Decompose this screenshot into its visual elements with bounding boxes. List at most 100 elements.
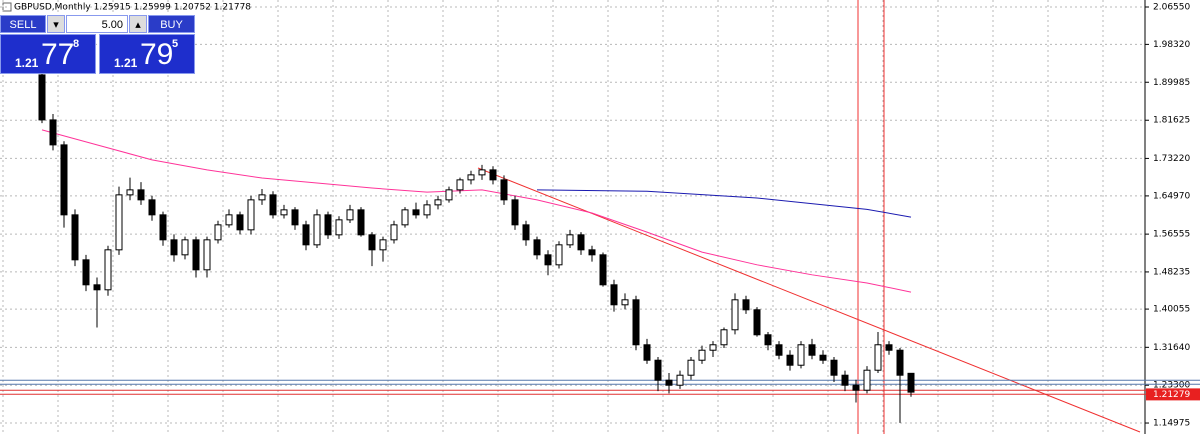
candle-body bbox=[93, 284, 101, 291]
candle-body bbox=[368, 234, 376, 251]
candle-body bbox=[379, 239, 387, 251]
candle-body bbox=[346, 209, 354, 221]
candle-body bbox=[313, 214, 321, 246]
candle-body bbox=[291, 209, 299, 226]
ask-big: 1.21 bbox=[114, 56, 138, 70]
candle-body bbox=[181, 239, 189, 256]
y-tick-label: 1.14975 bbox=[1153, 419, 1190, 429]
candle-body bbox=[852, 384, 860, 391]
candle-body bbox=[192, 239, 200, 271]
candle-body bbox=[742, 299, 750, 311]
y-tick-label: 1.98320 bbox=[1153, 40, 1190, 50]
candle-body bbox=[676, 374, 684, 386]
candle-body bbox=[423, 204, 431, 216]
buy-button[interactable]: BUY bbox=[148, 15, 195, 33]
candle-body bbox=[599, 254, 607, 286]
candle-body bbox=[357, 209, 365, 236]
candle-body bbox=[797, 344, 805, 366]
ask-price[interactable]: 1.21 79 5 bbox=[99, 34, 195, 74]
sell-button[interactable]: SELL bbox=[0, 15, 46, 33]
candle-body bbox=[225, 214, 233, 226]
candle-body bbox=[588, 249, 596, 256]
ask-pips: 79 bbox=[140, 38, 174, 71]
candle-body bbox=[522, 224, 530, 241]
candle-body bbox=[511, 199, 519, 226]
candle-body bbox=[665, 379, 673, 386]
candle-body bbox=[720, 329, 728, 346]
candle-body bbox=[247, 199, 255, 231]
moving-average bbox=[536, 189, 912, 218]
candle-body bbox=[137, 189, 145, 201]
price-label-box bbox=[1146, 388, 1200, 401]
y-tick-label: 1.81625 bbox=[1153, 116, 1190, 126]
candle-body bbox=[335, 219, 343, 236]
candle-body bbox=[632, 299, 640, 346]
candle-body bbox=[401, 209, 409, 226]
candle-body bbox=[896, 349, 904, 376]
candle-body bbox=[709, 344, 717, 351]
candle-body bbox=[841, 374, 849, 386]
candle-body bbox=[687, 359, 695, 376]
candle-body bbox=[610, 284, 618, 306]
candle-body bbox=[533, 239, 541, 256]
candle-body bbox=[214, 224, 222, 241]
candle-body bbox=[269, 194, 277, 216]
candle-body bbox=[775, 344, 783, 356]
price-label: 1.21279 bbox=[1153, 390, 1190, 400]
trade-panel: SELL ▾ 5.00 ▴ BUY 1.21 77 8 1.21 79 5 bbox=[0, 15, 195, 75]
candle-body bbox=[698, 349, 706, 361]
candle-body bbox=[456, 179, 464, 191]
candle-body bbox=[60, 144, 68, 216]
candle-body bbox=[489, 169, 497, 181]
candle-body bbox=[555, 244, 563, 266]
candle-body bbox=[907, 372, 915, 393]
candle-body bbox=[170, 239, 178, 256]
candle-body bbox=[148, 199, 156, 216]
y-tick-label: 1.48235 bbox=[1153, 267, 1190, 277]
bid-big: 1.21 bbox=[15, 56, 39, 70]
candle-body bbox=[49, 119, 57, 146]
bid-point: 8 bbox=[73, 38, 80, 50]
ask-point: 5 bbox=[172, 38, 179, 50]
y-tick-label: 1.40055 bbox=[1153, 305, 1190, 315]
volume-input[interactable]: 5.00 bbox=[66, 15, 128, 33]
candle-body bbox=[885, 344, 893, 351]
bid-price[interactable]: 1.21 77 8 bbox=[0, 34, 96, 74]
candle-body bbox=[863, 369, 871, 391]
candle-body bbox=[654, 359, 662, 381]
y-tick-label: 1.73220 bbox=[1153, 154, 1190, 164]
candle-body bbox=[82, 259, 90, 286]
candle-body bbox=[786, 354, 794, 366]
y-tick-label: 1.31640 bbox=[1153, 343, 1190, 353]
candle-body bbox=[478, 169, 486, 176]
y-tick-label: 1.56555 bbox=[1153, 230, 1190, 240]
moving-average bbox=[41, 129, 912, 293]
candle-body bbox=[159, 214, 167, 241]
chart-header: GBPUSD,Monthly 1.25915 1.25999 1.20752 1… bbox=[14, 3, 251, 13]
candle-body bbox=[467, 174, 475, 181]
y-tick-label: 2.06550 bbox=[1153, 2, 1190, 12]
y-tick-label: 1.89985 bbox=[1153, 78, 1190, 88]
candle-body bbox=[577, 234, 585, 251]
candle-body bbox=[830, 359, 838, 376]
candle-body bbox=[324, 214, 332, 236]
candle-body bbox=[38, 74, 46, 121]
candle-body bbox=[412, 209, 420, 216]
candle-body bbox=[808, 344, 816, 356]
candle-body bbox=[280, 209, 288, 216]
candle-body bbox=[500, 179, 508, 201]
candle-body bbox=[302, 224, 310, 246]
candle-body bbox=[104, 249, 112, 291]
candle-body bbox=[236, 214, 244, 231]
volume-up[interactable]: ▴ bbox=[129, 15, 147, 33]
candle-body bbox=[445, 189, 453, 201]
candle-body bbox=[544, 254, 552, 266]
volume-down[interactable]: ▾ bbox=[47, 15, 65, 33]
candle-body bbox=[115, 194, 123, 251]
candle-body bbox=[258, 194, 266, 201]
y-tick-label: 1.64970 bbox=[1153, 191, 1190, 201]
candle-body bbox=[643, 344, 651, 361]
candle-body bbox=[621, 299, 629, 306]
candle-body bbox=[566, 234, 574, 246]
